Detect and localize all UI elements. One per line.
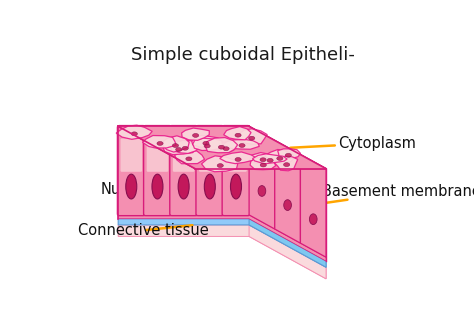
Polygon shape: [273, 156, 298, 171]
Ellipse shape: [235, 133, 241, 137]
FancyBboxPatch shape: [170, 126, 198, 216]
Polygon shape: [249, 126, 275, 229]
Polygon shape: [201, 156, 237, 172]
Ellipse shape: [230, 174, 241, 199]
Ellipse shape: [260, 158, 266, 162]
Ellipse shape: [186, 157, 192, 161]
Polygon shape: [163, 140, 198, 155]
Polygon shape: [116, 125, 152, 139]
Ellipse shape: [260, 163, 266, 167]
Polygon shape: [275, 140, 301, 243]
Ellipse shape: [285, 153, 292, 157]
Ellipse shape: [219, 145, 225, 149]
Text: Basement membrane: Basement membrane: [262, 184, 474, 212]
Polygon shape: [253, 154, 287, 164]
Polygon shape: [193, 138, 222, 151]
Polygon shape: [220, 152, 255, 163]
Text: Connective tissue: Connective tissue: [78, 223, 209, 238]
Ellipse shape: [192, 134, 199, 137]
FancyBboxPatch shape: [118, 126, 145, 216]
Polygon shape: [249, 152, 276, 163]
Ellipse shape: [249, 136, 255, 140]
Text: Cytoplasm: Cytoplasm: [291, 136, 416, 151]
Ellipse shape: [277, 157, 283, 160]
Polygon shape: [118, 126, 326, 169]
Ellipse shape: [176, 147, 182, 152]
Ellipse shape: [217, 164, 223, 168]
Ellipse shape: [126, 174, 137, 199]
FancyBboxPatch shape: [222, 126, 250, 216]
Polygon shape: [224, 127, 251, 140]
Polygon shape: [170, 140, 200, 153]
Polygon shape: [237, 129, 267, 144]
FancyBboxPatch shape: [120, 139, 142, 172]
Polygon shape: [118, 219, 326, 267]
Ellipse shape: [203, 141, 209, 145]
Text: Simple cuboidal Epitheli-: Simple cuboidal Epitheli-: [131, 45, 355, 64]
Ellipse shape: [157, 141, 163, 145]
Polygon shape: [174, 149, 204, 164]
Polygon shape: [118, 126, 326, 169]
FancyBboxPatch shape: [173, 139, 194, 172]
Polygon shape: [264, 150, 295, 163]
Ellipse shape: [204, 144, 210, 148]
Ellipse shape: [235, 158, 241, 161]
Ellipse shape: [267, 158, 273, 162]
Ellipse shape: [283, 163, 290, 167]
Ellipse shape: [204, 174, 215, 199]
Polygon shape: [215, 141, 237, 152]
Polygon shape: [205, 138, 237, 153]
Polygon shape: [118, 225, 326, 279]
Text: Nucleus: Nucleus: [100, 181, 165, 197]
Ellipse shape: [310, 214, 317, 225]
Polygon shape: [301, 155, 326, 257]
Ellipse shape: [258, 186, 266, 196]
Ellipse shape: [178, 174, 189, 199]
Polygon shape: [182, 128, 210, 140]
Polygon shape: [249, 219, 326, 267]
Ellipse shape: [131, 132, 137, 136]
Polygon shape: [163, 136, 189, 152]
Polygon shape: [143, 135, 176, 148]
FancyBboxPatch shape: [146, 139, 168, 172]
Polygon shape: [278, 149, 301, 159]
Polygon shape: [192, 135, 221, 147]
Polygon shape: [222, 140, 259, 149]
FancyBboxPatch shape: [144, 126, 171, 216]
FancyBboxPatch shape: [199, 139, 220, 172]
Ellipse shape: [223, 147, 229, 151]
Ellipse shape: [152, 174, 163, 199]
Polygon shape: [118, 215, 326, 261]
Polygon shape: [249, 225, 326, 279]
Polygon shape: [250, 157, 276, 170]
Ellipse shape: [284, 200, 292, 210]
Ellipse shape: [239, 144, 245, 147]
Ellipse shape: [182, 146, 188, 150]
FancyBboxPatch shape: [196, 126, 224, 216]
FancyBboxPatch shape: [225, 139, 247, 172]
Ellipse shape: [173, 144, 179, 147]
